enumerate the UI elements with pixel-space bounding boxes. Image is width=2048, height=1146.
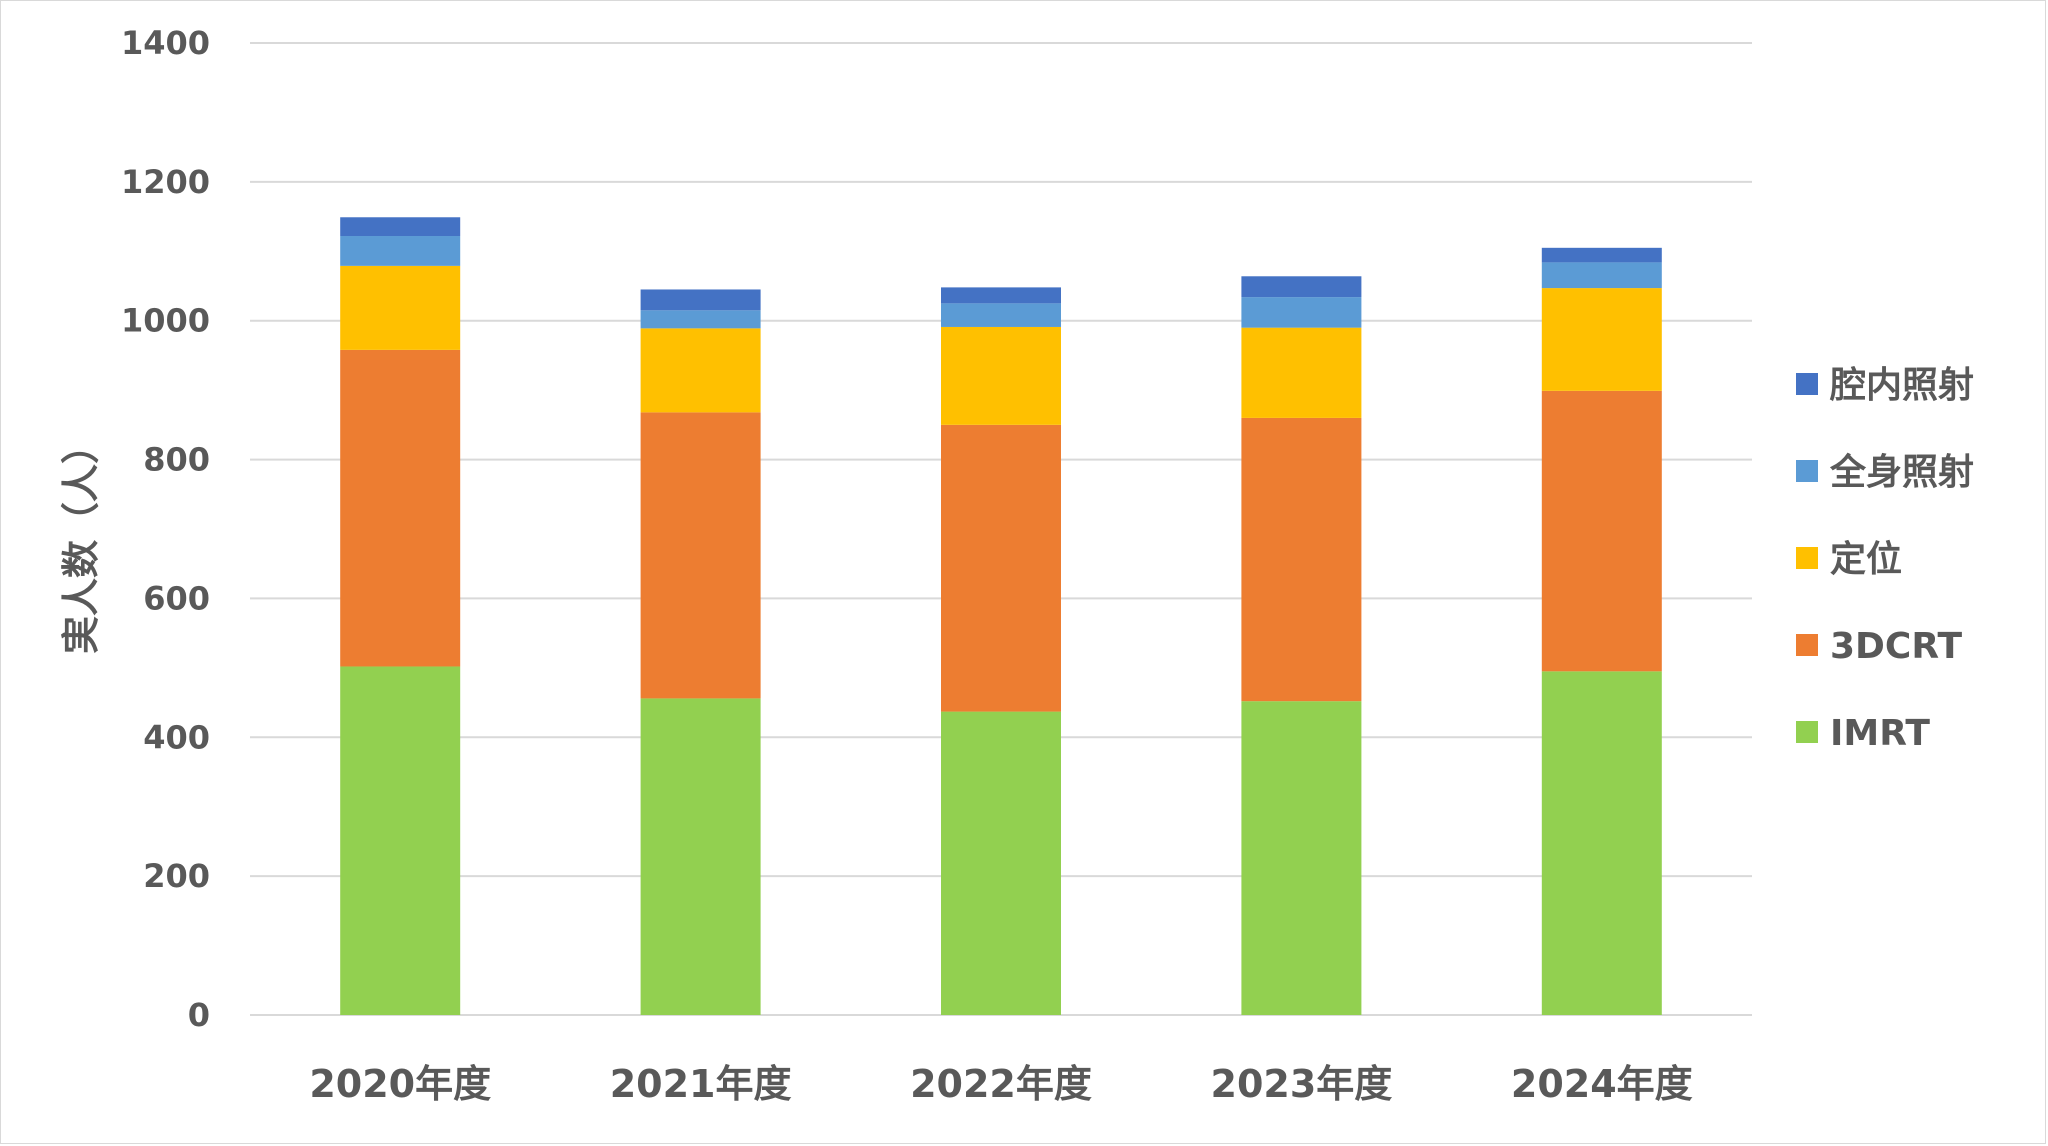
legend-label: IMRT — [1830, 713, 1930, 754]
bar-segment — [640, 412, 761, 699]
legend-swatch — [1796, 721, 1818, 743]
x-category-label: 2020年度 — [309, 1062, 491, 1106]
legend-swatch — [1796, 547, 1818, 569]
legend-swatch — [1796, 373, 1818, 395]
bar-segment — [640, 328, 761, 413]
y-tick-label: 1200 — [121, 163, 210, 201]
bar-segment — [640, 289, 761, 311]
x-category-label: 2024年度 — [1511, 1062, 1693, 1106]
bar-segment — [340, 666, 461, 1015]
bar-segment — [1541, 671, 1662, 1015]
legend-label: 3DCRT — [1830, 626, 1962, 667]
legend-swatch — [1796, 460, 1818, 482]
bar-segment — [340, 217, 461, 237]
bar-segment — [941, 326, 1061, 425]
bar-segment — [1541, 390, 1662, 672]
bar-segment — [1241, 297, 1362, 328]
gridlines — [250, 42, 1752, 1016]
bar-segment — [340, 349, 461, 667]
bar-segment — [1241, 417, 1362, 702]
bar-segment — [640, 310, 761, 329]
bar-segment — [941, 424, 1061, 712]
legend-label: 腔内照射 — [1829, 365, 1974, 406]
bar-segment — [1241, 327, 1362, 418]
y-tick-label: 200 — [143, 857, 210, 895]
y-axis-title: 実人数（人） — [59, 426, 103, 654]
bar-segment — [1241, 701, 1362, 1015]
x-category-label: 2021年度 — [610, 1062, 792, 1106]
bar-segment — [340, 236, 461, 266]
bars — [340, 217, 1662, 1015]
x-category-label: 2023年度 — [1211, 1062, 1393, 1106]
bar-segment — [941, 711, 1061, 1015]
bar-segment — [1541, 247, 1662, 263]
bar-segment — [1541, 288, 1662, 391]
bar-segment — [941, 287, 1061, 304]
x-category-label: 2022年度 — [910, 1062, 1092, 1106]
x-axis-categories: 2020年度 2021年度 2022年度 2023年度 2024年度 — [309, 1062, 1692, 1106]
y-tick-label: 1400 — [121, 24, 210, 62]
y-axis-ticks: 0 200 400 600 800 1000 1200 1400 — [121, 24, 210, 1034]
bar-segment — [1541, 262, 1662, 289]
bar-segment — [640, 698, 761, 1015]
legend-label: 全身照射 — [1829, 451, 1974, 493]
y-tick-label: 600 — [143, 579, 210, 617]
y-tick-label: 1000 — [121, 302, 210, 340]
legend-label: 定位 — [1830, 539, 1902, 580]
y-tick-label: 0 — [188, 996, 210, 1034]
legend-swatch — [1796, 634, 1818, 656]
bar-segment — [1241, 276, 1362, 298]
y-tick-label: 800 — [143, 441, 210, 479]
bar-segment — [941, 303, 1061, 327]
y-tick-label: 400 — [143, 718, 210, 756]
bar-segment — [340, 265, 461, 350]
